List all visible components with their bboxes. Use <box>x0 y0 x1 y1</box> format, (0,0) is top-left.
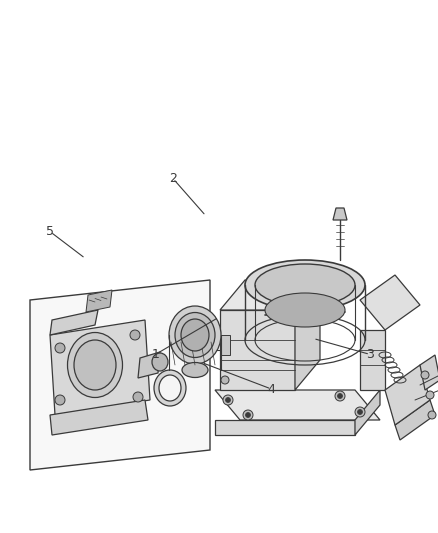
Circle shape <box>357 409 363 415</box>
Ellipse shape <box>265 293 345 327</box>
Polygon shape <box>50 310 98 335</box>
Ellipse shape <box>255 264 355 306</box>
Circle shape <box>243 410 253 420</box>
Ellipse shape <box>74 340 116 390</box>
Polygon shape <box>138 352 160 378</box>
Polygon shape <box>50 320 150 415</box>
Circle shape <box>223 395 233 405</box>
Circle shape <box>55 343 65 353</box>
Circle shape <box>338 393 343 399</box>
Polygon shape <box>220 280 320 310</box>
Polygon shape <box>420 355 438 390</box>
Ellipse shape <box>154 370 186 406</box>
Polygon shape <box>50 400 148 435</box>
Circle shape <box>221 376 229 384</box>
Ellipse shape <box>182 362 208 377</box>
Text: 1: 1 <box>152 348 159 361</box>
Polygon shape <box>360 275 420 330</box>
Polygon shape <box>30 280 210 470</box>
Ellipse shape <box>175 312 215 358</box>
Polygon shape <box>333 208 347 220</box>
Polygon shape <box>220 335 230 355</box>
Polygon shape <box>220 310 295 390</box>
Polygon shape <box>295 280 320 390</box>
Circle shape <box>335 391 345 401</box>
Text: 4: 4 <box>268 383 276 395</box>
Polygon shape <box>385 365 430 425</box>
Polygon shape <box>86 290 112 312</box>
Ellipse shape <box>159 375 181 401</box>
Circle shape <box>226 398 230 402</box>
Polygon shape <box>355 390 380 435</box>
Text: 5: 5 <box>46 225 54 238</box>
Circle shape <box>133 392 143 402</box>
Circle shape <box>130 330 140 340</box>
Polygon shape <box>360 330 385 390</box>
Circle shape <box>428 411 436 419</box>
Ellipse shape <box>181 319 209 351</box>
Polygon shape <box>215 420 355 435</box>
Ellipse shape <box>245 260 365 310</box>
Ellipse shape <box>152 353 168 371</box>
Circle shape <box>421 371 429 379</box>
Ellipse shape <box>67 333 123 398</box>
Circle shape <box>355 407 365 417</box>
Ellipse shape <box>169 306 221 364</box>
Circle shape <box>426 391 434 399</box>
Text: 2: 2 <box>169 172 177 185</box>
Circle shape <box>246 413 251 417</box>
Text: 3: 3 <box>366 348 374 361</box>
Polygon shape <box>395 400 435 440</box>
Circle shape <box>55 395 65 405</box>
Polygon shape <box>215 390 380 420</box>
